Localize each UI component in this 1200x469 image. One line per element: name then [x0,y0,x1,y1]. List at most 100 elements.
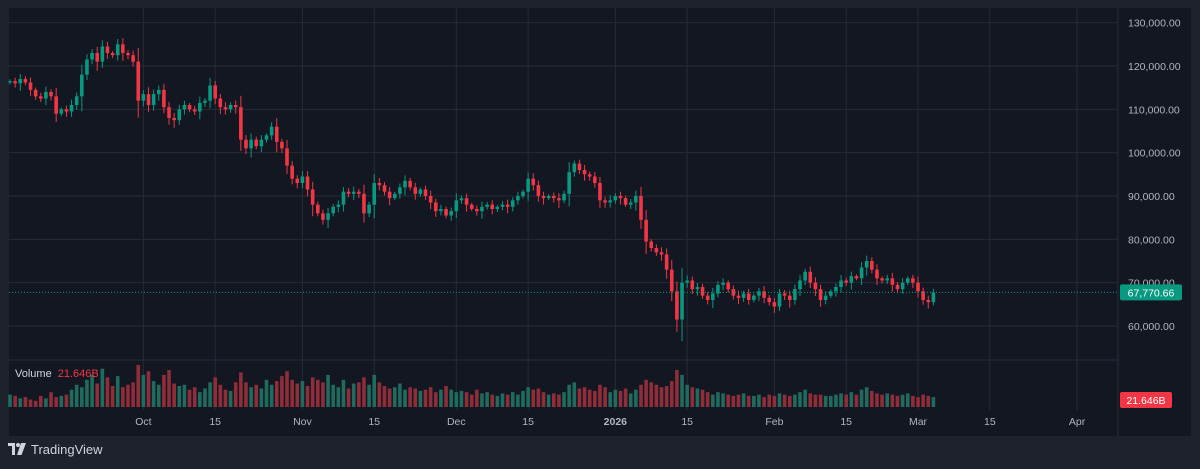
volume-legend-title: Volume [15,368,52,380]
volume-bar [295,383,300,407]
volume-bar [218,384,223,407]
volume-bar [541,392,546,407]
volume-bar [269,384,274,407]
volume-bar [705,392,710,407]
volume-bar [562,392,566,407]
candle-body [28,82,33,90]
volume-bar [803,389,807,407]
candle-body [85,59,89,75]
candle-body [598,183,602,201]
candle-body [613,196,618,201]
candle-body [228,105,233,110]
volume-bar [726,394,730,407]
volume-bar [244,382,248,407]
candle-body [854,276,859,279]
price-tick-label: 130,000.00 [1128,18,1181,30]
volume-bar [787,395,792,407]
candle-body [490,204,495,209]
volume-bar [228,390,233,407]
volume-bar [259,388,264,407]
candle-body [577,163,582,170]
candle-body [798,280,802,290]
last-price-indicator: 67,770.66 21.646B [9,284,1182,408]
candle-body [13,81,17,84]
candle-body [880,278,884,281]
candle-body [685,280,689,283]
candle-body [628,202,633,205]
candle-body [834,287,838,292]
time-axis[interactable]: Oct 15 Nov 15 Dec 15 2026 15 Feb 15 Mar 15 Apr [135,416,1086,428]
volume-bar [880,394,884,407]
candle-body [736,295,741,298]
volume-bar [254,384,259,407]
candle-body [208,85,212,101]
candle-body [239,107,243,140]
candle-body [562,193,566,201]
candle-body [716,284,720,294]
candle-body [254,139,259,147]
volume-bar [654,384,659,407]
candle-body [505,204,510,207]
candle-body [64,109,69,112]
volume-bar [285,371,289,407]
volume-legend[interactable]: Volume 21.646B [15,368,99,380]
brand-name: TradingView [31,441,103,457]
volume-bar [105,377,110,407]
candle-body [290,165,294,179]
volume-bar [721,393,725,407]
candle-body [634,196,638,203]
candle-body [38,96,43,99]
time-tick-label: Feb [765,416,783,428]
volume-bar [341,379,346,407]
time-tick-label: Apr [1069,416,1086,428]
volume-bar [8,394,12,407]
candle-body [33,89,38,97]
volume-bar [367,384,371,407]
candle-body [44,92,48,99]
volume-bar [377,382,382,407]
candle-body [167,107,171,118]
volume-bar [95,383,100,407]
volume-bar [695,388,700,407]
candle-body [192,109,197,112]
volume-bar [521,390,525,407]
volume-bar [146,371,151,407]
candle-body [8,81,12,83]
volume-bar [331,384,335,407]
volume-bar [623,388,628,407]
candle-body [777,293,782,307]
candle-body [767,297,772,303]
volume-bar [582,387,587,407]
time-tick-label: 15 [681,416,693,428]
candle-body [285,148,289,166]
volume-bar [357,382,361,407]
tradingview-brand[interactable]: TradingView [8,440,103,458]
time-tick-label: Nov [293,416,312,428]
volume-bar [156,384,161,407]
candle-body [408,180,412,188]
volume-bar [680,374,684,407]
volume-bar [428,387,433,407]
candle-body [664,254,669,270]
candle-body [449,211,453,216]
candle-body [839,280,843,287]
candle-body [218,98,223,108]
volume-bar [59,395,64,407]
candle-body [172,118,176,121]
volume-bar [403,389,407,407]
candle-body [921,291,925,300]
candle-body [793,289,797,300]
candle-body [603,200,607,203]
volume-bar [126,384,130,407]
volume-bar [675,369,679,407]
volume-bar [131,382,135,407]
candle-body [100,46,105,62]
candle-body [105,46,110,53]
candle-body [700,287,705,296]
candle-body [336,204,341,207]
candle-body [741,293,746,298]
time-tick-label: Mar [909,416,928,428]
volume-bar [85,379,89,407]
